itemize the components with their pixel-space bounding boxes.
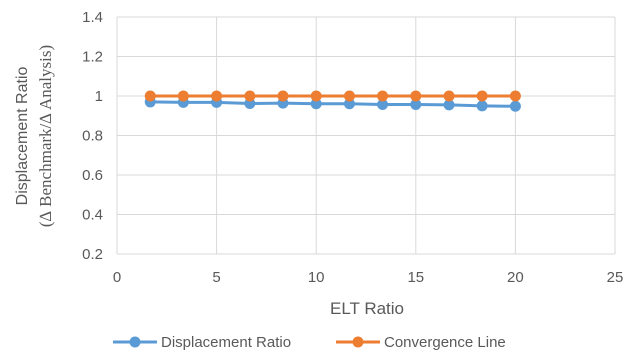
- data-point: [377, 98, 389, 110]
- x-tick-label: 5: [212, 269, 220, 286]
- y-tick-label: 0.2: [82, 246, 103, 263]
- data-point: [410, 98, 422, 110]
- series-convergence-line: [144, 90, 521, 102]
- data-point: [509, 100, 521, 112]
- data-point: [410, 90, 422, 102]
- y-tick-label: 0.8: [82, 128, 103, 145]
- data-point: [343, 98, 355, 110]
- y-axis: 0.2 0.4 0.6 0.8 1 1.2 1.4: [82, 9, 103, 263]
- y-tick-label: 1: [95, 88, 103, 105]
- legend: Displacement Ratio Convergence Line: [113, 334, 506, 351]
- y-tick-label: 1.4: [82, 9, 103, 26]
- data-point: [310, 90, 322, 102]
- data-point: [144, 90, 156, 102]
- x-tick-label: 25: [607, 269, 624, 286]
- data-point: [211, 90, 223, 102]
- y-axis-title-line1: Displacement Ratio: [14, 67, 31, 206]
- x-tick-label: 0: [113, 269, 121, 286]
- data-point: [177, 90, 189, 102]
- data-point: [343, 90, 355, 102]
- data-point: [509, 90, 521, 102]
- data-point: [277, 90, 289, 102]
- series-displacement-ratio: [144, 96, 521, 112]
- x-axis: 0 5 10 15 20 25: [113, 269, 624, 286]
- y-tick-label: 1.2: [82, 49, 103, 66]
- x-tick-label: 10: [308, 269, 325, 286]
- gridlines: [116, 16, 616, 255]
- data-point: [310, 98, 322, 110]
- legend-item-displacement-ratio: Displacement Ratio: [113, 334, 291, 351]
- y-tick-label: 0.6: [82, 167, 103, 184]
- data-point: [476, 90, 488, 102]
- series-line: [150, 100, 516, 108]
- data-point: [476, 100, 488, 112]
- data-point: [443, 90, 455, 102]
- legend-label: Convergence Line: [384, 334, 506, 351]
- y-axis-title-line2: (∆ Benchmark/∆ Analysis): [36, 45, 55, 227]
- legend-marker-swatch: [352, 336, 364, 348]
- data-point: [443, 99, 455, 111]
- legend-label: Displacement Ratio: [161, 334, 291, 351]
- x-tick-label: 15: [407, 269, 424, 286]
- y-tick-label: 0.4: [82, 207, 103, 224]
- data-point: [377, 90, 389, 102]
- legend-marker-swatch: [129, 336, 141, 348]
- x-axis-title: ELT Ratio: [330, 299, 404, 318]
- series-group: [144, 90, 521, 112]
- data-point: [244, 90, 256, 102]
- x-tick-label: 20: [507, 269, 524, 286]
- legend-item-convergence-line: Convergence Line: [336, 334, 506, 351]
